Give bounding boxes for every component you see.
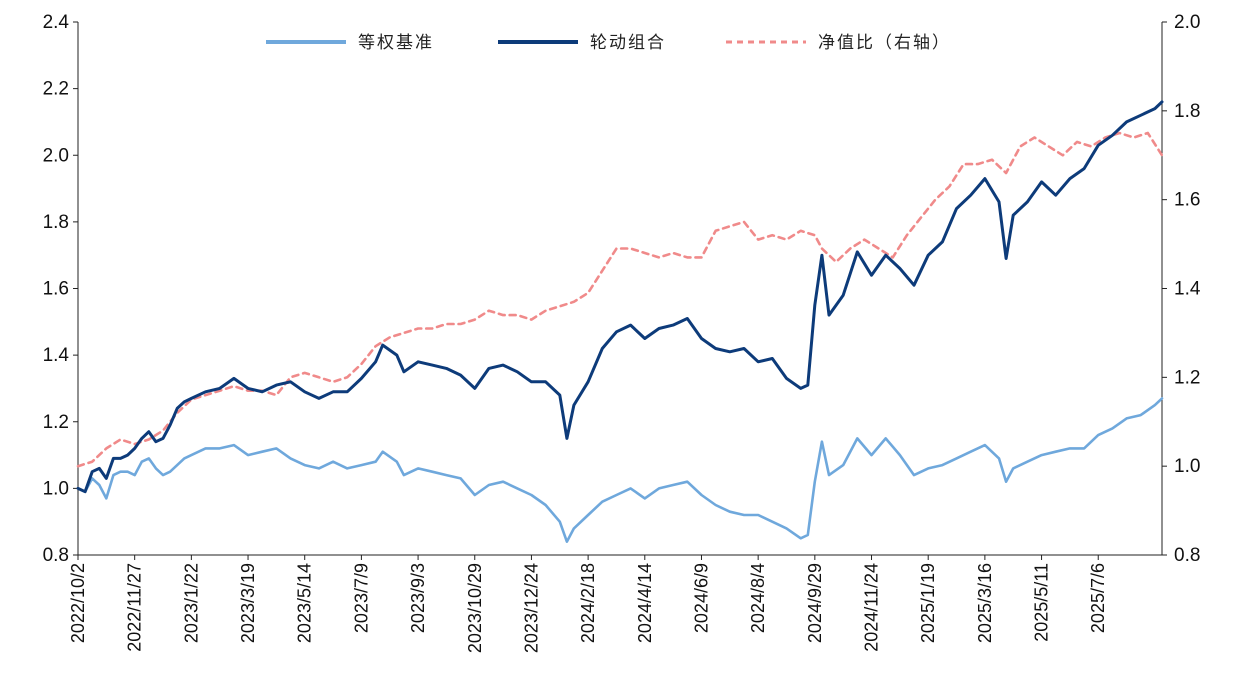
- left-tick-label: 1.8: [43, 212, 69, 233]
- x-tick-label: 2024/8/4: [748, 563, 768, 633]
- legend: 等权基准 轮动组合 净值比（右轴）: [266, 33, 951, 53]
- x-tick-label: 2023/1/22: [181, 563, 201, 643]
- left-y-axis-ticks: 0.8 1.0 1.2 1.4 1.6 1.8 2.0 2.2 2.4: [43, 12, 78, 566]
- x-axis-ticks: 2022/10/2 2022/11/27 2023/1/22 2023/3/19 202…: [68, 555, 1108, 653]
- x-tick-label: 2024/9/29: [805, 563, 825, 643]
- x-tick-label: 2024/6/9: [691, 563, 711, 633]
- axes: [77, 22, 1163, 556]
- x-tick-label: 2023/5/14: [295, 563, 315, 643]
- left-tick-label: 1.2: [43, 412, 69, 433]
- right-tick-label: 2.0: [1174, 12, 1200, 33]
- x-tick-label: 2023/7/9: [351, 563, 371, 633]
- legend-label-1: 轮动组合: [590, 33, 666, 53]
- series-layer: [76, 100, 1164, 543]
- x-tick-label: 2022/10/2: [68, 563, 88, 643]
- left-tick-label: 2.2: [43, 79, 69, 100]
- series-line-0: [76, 397, 1164, 543]
- right-tick-label: 1.2: [1174, 367, 1200, 388]
- x-tick-label: 2022/11/27: [125, 563, 145, 652]
- x-tick-label: 2025/1/19: [918, 563, 938, 643]
- series-line-1: [76, 100, 1164, 494]
- x-tick-label: 2024/2/18: [578, 563, 598, 643]
- legend-label-0: 等权基准: [358, 33, 434, 53]
- right-tick-label: 0.8: [1174, 545, 1200, 566]
- x-tick-label: 2025/5/11: [1032, 563, 1052, 642]
- left-tick-label: 0.8: [43, 545, 69, 566]
- left-tick-label: 1.0: [43, 478, 69, 499]
- right-tick-label: 1.4: [1174, 279, 1201, 300]
- x-tick-label: 2025/7/6: [1088, 563, 1108, 633]
- x-tick-label: 2024/11/24: [862, 563, 882, 652]
- x-tick-label: 2023/10/29: [465, 563, 485, 653]
- x-tick-label: 2023/3/19: [238, 563, 258, 643]
- x-tick-label: 2023/12/24: [521, 563, 541, 653]
- left-tick-label: 2.4: [43, 12, 70, 33]
- x-tick-label: 2023/9/3: [408, 563, 428, 633]
- left-tick-label: 2.0: [43, 145, 69, 166]
- left-tick-label: 1.4: [43, 345, 70, 366]
- right-tick-label: 1.8: [1174, 101, 1200, 122]
- x-tick-label: 2024/4/14: [635, 563, 655, 643]
- right-tick-label: 1.6: [1174, 190, 1200, 211]
- right-y-axis-ticks: 0.8 1.0 1.2 1.4 1.6 1.8 2.0: [1162, 12, 1201, 566]
- left-tick-label: 1.6: [43, 279, 69, 300]
- x-tick-label: 2025/3/16: [975, 563, 995, 643]
- legend-label-2: 净值比（右轴）: [818, 33, 951, 53]
- right-tick-label: 1.0: [1174, 456, 1200, 477]
- series-line-2: [76, 131, 1164, 468]
